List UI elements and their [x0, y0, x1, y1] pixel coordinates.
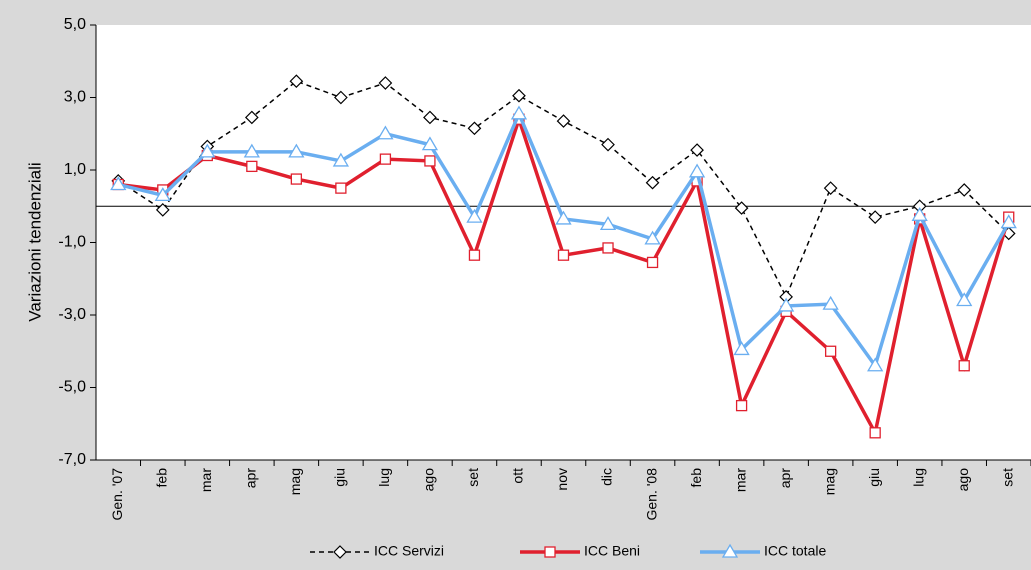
data-point: [823, 181, 838, 195]
data-point: [734, 201, 749, 215]
y-tick-label: -7,0: [58, 451, 86, 468]
data-point: [911, 207, 928, 221]
legend-marker: [544, 546, 556, 558]
x-tick-label: mar: [732, 468, 748, 492]
data-point: [199, 143, 216, 158]
data-point: [512, 88, 526, 103]
data-point: [243, 143, 260, 158]
x-tick-label: giu: [332, 468, 348, 487]
x-tick-label: set: [465, 468, 481, 487]
data-point: [688, 163, 706, 178]
data-point: [690, 143, 704, 157]
data-point: [867, 357, 884, 372]
y-tick-label: -5,0: [58, 379, 86, 396]
data-point: [644, 230, 661, 245]
data-point: [335, 182, 347, 194]
data-point: [601, 137, 615, 152]
data-point: [958, 360, 970, 372]
data-point: [957, 183, 972, 197]
data-point: [822, 295, 839, 310]
data-point: [421, 136, 439, 151]
legend-marker: [333, 545, 347, 559]
data-point: [777, 297, 795, 312]
x-tick-label: Gen. '07: [109, 468, 125, 521]
data-point: [824, 345, 837, 357]
x-tick-label: set: [999, 468, 1015, 487]
x-tick-label: giu: [866, 468, 882, 487]
x-tick-label: feb: [153, 468, 169, 488]
data-point: [332, 152, 350, 167]
x-tick-label: apr: [777, 468, 793, 489]
data-point: [378, 76, 393, 90]
x-tick-label: feb: [688, 468, 704, 488]
data-point: [645, 175, 660, 190]
x-tick-label: mag: [821, 468, 837, 495]
data-point: [377, 125, 394, 140]
x-tick-label: dic: [599, 468, 615, 486]
data-point: [868, 210, 883, 224]
data-point: [956, 292, 973, 307]
x-tick-label: lug: [910, 468, 926, 487]
data-point: [555, 210, 572, 225]
y-tick-label: -1,0: [58, 234, 86, 251]
data-point: [110, 176, 127, 191]
legend-label: ICC totale: [764, 543, 826, 559]
data-point: [467, 121, 482, 136]
x-tick-label: ago: [955, 468, 971, 492]
data-point: [510, 105, 528, 120]
x-tick-label: mag: [287, 468, 303, 495]
data-point: [290, 173, 303, 185]
data-point: [646, 256, 659, 269]
data-point: [599, 216, 617, 231]
data-point: [244, 110, 259, 125]
data-point: [246, 160, 258, 173]
y-tick-label: 5,0: [64, 16, 86, 33]
data-point: [379, 153, 392, 165]
y-tick-label: -3,0: [58, 306, 86, 323]
data-point: [423, 110, 437, 125]
data-point: [557, 249, 570, 261]
data-point: [1000, 214, 1017, 229]
x-tick-label: nov: [554, 468, 570, 491]
x-tick-label: Gen. '08: [643, 468, 659, 521]
data-point: [155, 203, 170, 217]
y-tick-label: 1,0: [64, 161, 86, 178]
plot-area: [96, 25, 1031, 460]
x-tick-label: ott: [510, 468, 526, 484]
data-point: [466, 208, 483, 223]
x-tick-label: ago: [421, 468, 437, 492]
legend-marker: [721, 543, 739, 558]
data-point: [556, 114, 571, 128]
legend-label: ICC Beni: [584, 543, 640, 559]
data-point: [735, 399, 748, 412]
data-point: [154, 187, 171, 202]
x-tick-label: mar: [198, 468, 214, 492]
legend-label: ICC Servizi: [374, 543, 444, 559]
data-point: [334, 90, 348, 105]
data-point: [733, 341, 750, 356]
data-point: [289, 74, 304, 89]
data-point: [869, 427, 881, 439]
x-tick-label: lug: [376, 468, 392, 487]
data-point: [288, 143, 305, 158]
data-point: [468, 249, 481, 261]
y-tick-label: 3,0: [64, 89, 86, 106]
data-point: [424, 155, 436, 167]
y-axis-label: Variazioni tendenziali: [25, 162, 44, 321]
data-point: [602, 242, 614, 254]
x-tick-label: apr: [243, 468, 259, 489]
